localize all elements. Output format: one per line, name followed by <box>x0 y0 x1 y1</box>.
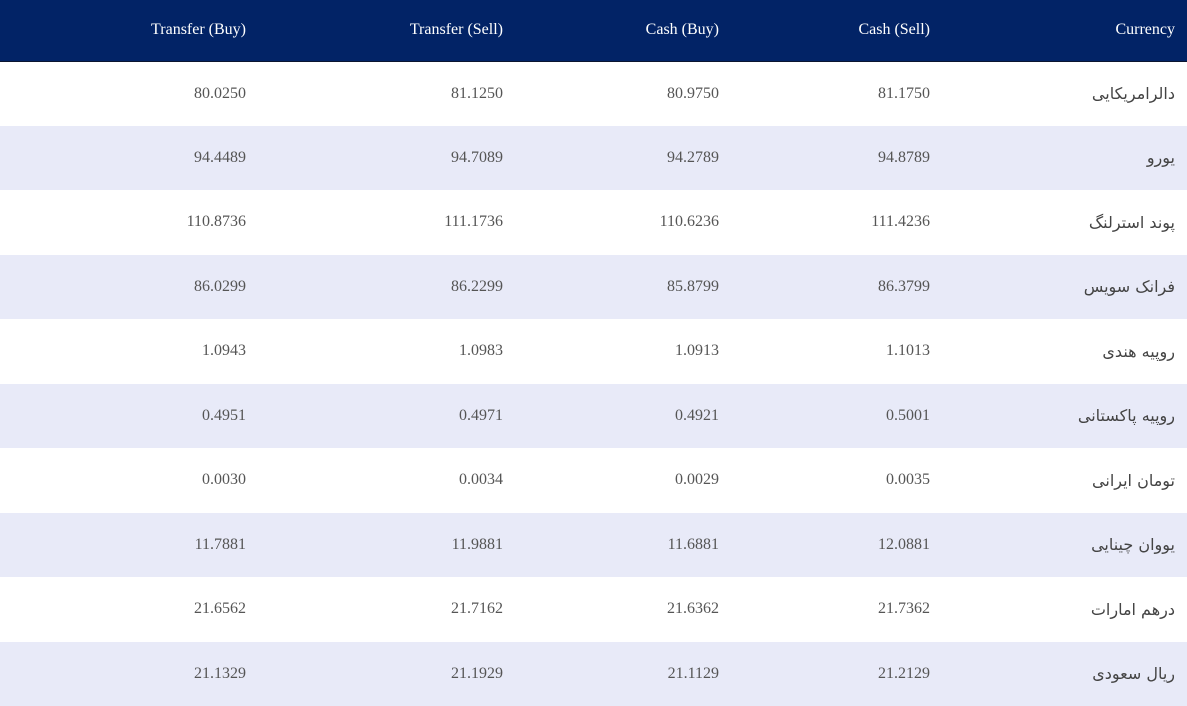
cell-cash-sell: 0.5001 <box>886 406 930 424</box>
cell-cash-sell: 94.8789 <box>878 148 930 166</box>
cell-transfer-sell: 0.4971 <box>459 406 503 424</box>
table-row: 21.6562 21.7162 21.6362 21.7362 درهم امارات <box>0 577 1187 642</box>
cell-cash-buy: 0.4921 <box>675 406 719 424</box>
header-transfer-buy: Transfer (Buy) <box>0 0 246 62</box>
cell-transfer-buy: 0.4951 <box>202 406 246 424</box>
header-transfer-sell: Transfer (Sell) <box>246 0 503 62</box>
cell-currency: یووان چینایی <box>1091 535 1175 555</box>
cell-cash-sell: 111.4236 <box>871 213 930 231</box>
cell-transfer-buy: 11.7881 <box>194 535 246 553</box>
header-cash-sell: Cash (Sell) <box>719 0 930 62</box>
cell-transfer-buy: 0.0030 <box>202 471 246 489</box>
table-header: Transfer (Buy) Transfer (Sell) Cash (Buy… <box>0 0 1187 62</box>
header-row: Transfer (Buy) Transfer (Sell) Cash (Buy… <box>0 0 1187 62</box>
cell-cash-sell: 0.0035 <box>886 471 930 489</box>
table-body: 80.0250 81.1250 80.9750 81.1750 دالرامریکایی… <box>0 61 1187 706</box>
cell-cash-buy: 80.9750 <box>667 84 719 102</box>
table-row: 11.7881 11.9881 11.6881 12.0881 یووان چینایی <box>0 512 1187 577</box>
cell-currency: دالرامریکایی <box>1091 84 1175 103</box>
cell-cash-sell: 1.1013 <box>886 342 930 360</box>
cell-cash-buy: 85.8799 <box>667 277 719 295</box>
cell-transfer-sell: 111.1736 <box>444 213 503 231</box>
table-row: 86.0299 86.2299 85.8799 86.3799 فرانک سویس <box>0 254 1187 319</box>
cell-transfer-sell: 21.7162 <box>451 600 503 618</box>
header-currency: Currency <box>930 0 1187 62</box>
cell-transfer-sell: 21.1929 <box>451 664 503 682</box>
cell-transfer-sell: 11.9881 <box>451 535 503 553</box>
cell-currency: پوند استرلنگ <box>1088 212 1175 232</box>
cell-transfer-sell: 94.7089 <box>451 148 503 166</box>
cell-cash-sell: 86.3799 <box>878 277 930 295</box>
header-cash-buy: Cash (Buy) <box>503 0 719 62</box>
cell-cash-buy: 11.6881 <box>667 535 719 553</box>
cell-currency: درهم امارات <box>1090 599 1175 619</box>
table-row: 0.4951 0.4971 0.4921 0.5001 روپیه پاکستانی <box>0 383 1187 448</box>
cell-transfer-buy: 1.0943 <box>202 342 246 360</box>
cell-cash-buy: 110.6236 <box>659 213 719 231</box>
table-row: 80.0250 81.1250 80.9750 81.1750 دالرامریکایی <box>0 61 1187 126</box>
cell-transfer-buy: 21.1329 <box>194 664 246 682</box>
cell-transfer-buy: 80.0250 <box>194 84 246 102</box>
cell-transfer-buy: 94.4489 <box>194 148 246 166</box>
cell-transfer-sell: 0.0034 <box>459 471 503 489</box>
cell-currency: فرانک سویس <box>1083 277 1175 297</box>
cell-currency: روپیه پاکستانی <box>1077 406 1175 426</box>
table-row: 110.8736 111.1736 110.6236 111.4236 پوند است… <box>0 190 1187 255</box>
cell-cash-sell: 21.2129 <box>878 664 930 682</box>
cell-currency: روپیه هندی <box>1102 341 1175 361</box>
table-row: 0.0030 0.0034 0.0029 0.0035 تومان ایرانی <box>0 448 1187 513</box>
cell-currency: یورو <box>1146 148 1175 168</box>
cell-transfer-buy: 86.0299 <box>194 277 246 295</box>
cell-transfer-sell: 81.1250 <box>451 84 503 102</box>
table-row: 94.4489 94.7089 94.2789 94.8789 یورو <box>0 125 1187 190</box>
cell-cash-buy: 21.6362 <box>667 600 719 618</box>
cell-currency: ریال سعودی <box>1092 664 1175 684</box>
cell-cash-sell: 21.7362 <box>878 600 930 618</box>
cell-cash-buy: 1.0913 <box>675 342 719 360</box>
table-row: 21.1329 21.1929 21.1129 21.2129 ریال سعودی <box>0 641 1187 706</box>
cell-cash-buy: 0.0029 <box>675 471 719 489</box>
cell-transfer-sell: 1.0983 <box>459 342 503 360</box>
cell-transfer-sell: 86.2299 <box>451 277 503 295</box>
cell-transfer-buy: 110.8736 <box>186 213 246 231</box>
table-row: 1.0943 1.0983 1.0913 1.1013 روپیه هندی <box>0 319 1187 384</box>
cell-cash-buy: 21.1129 <box>667 664 719 682</box>
cell-transfer-buy: 21.6562 <box>194 600 246 618</box>
cell-cash-buy: 94.2789 <box>667 148 719 166</box>
cell-currency: تومان ایرانی <box>1092 470 1175 490</box>
cell-cash-sell: 81.1750 <box>878 84 930 102</box>
cell-cash-sell: 12.0881 <box>878 535 930 553</box>
